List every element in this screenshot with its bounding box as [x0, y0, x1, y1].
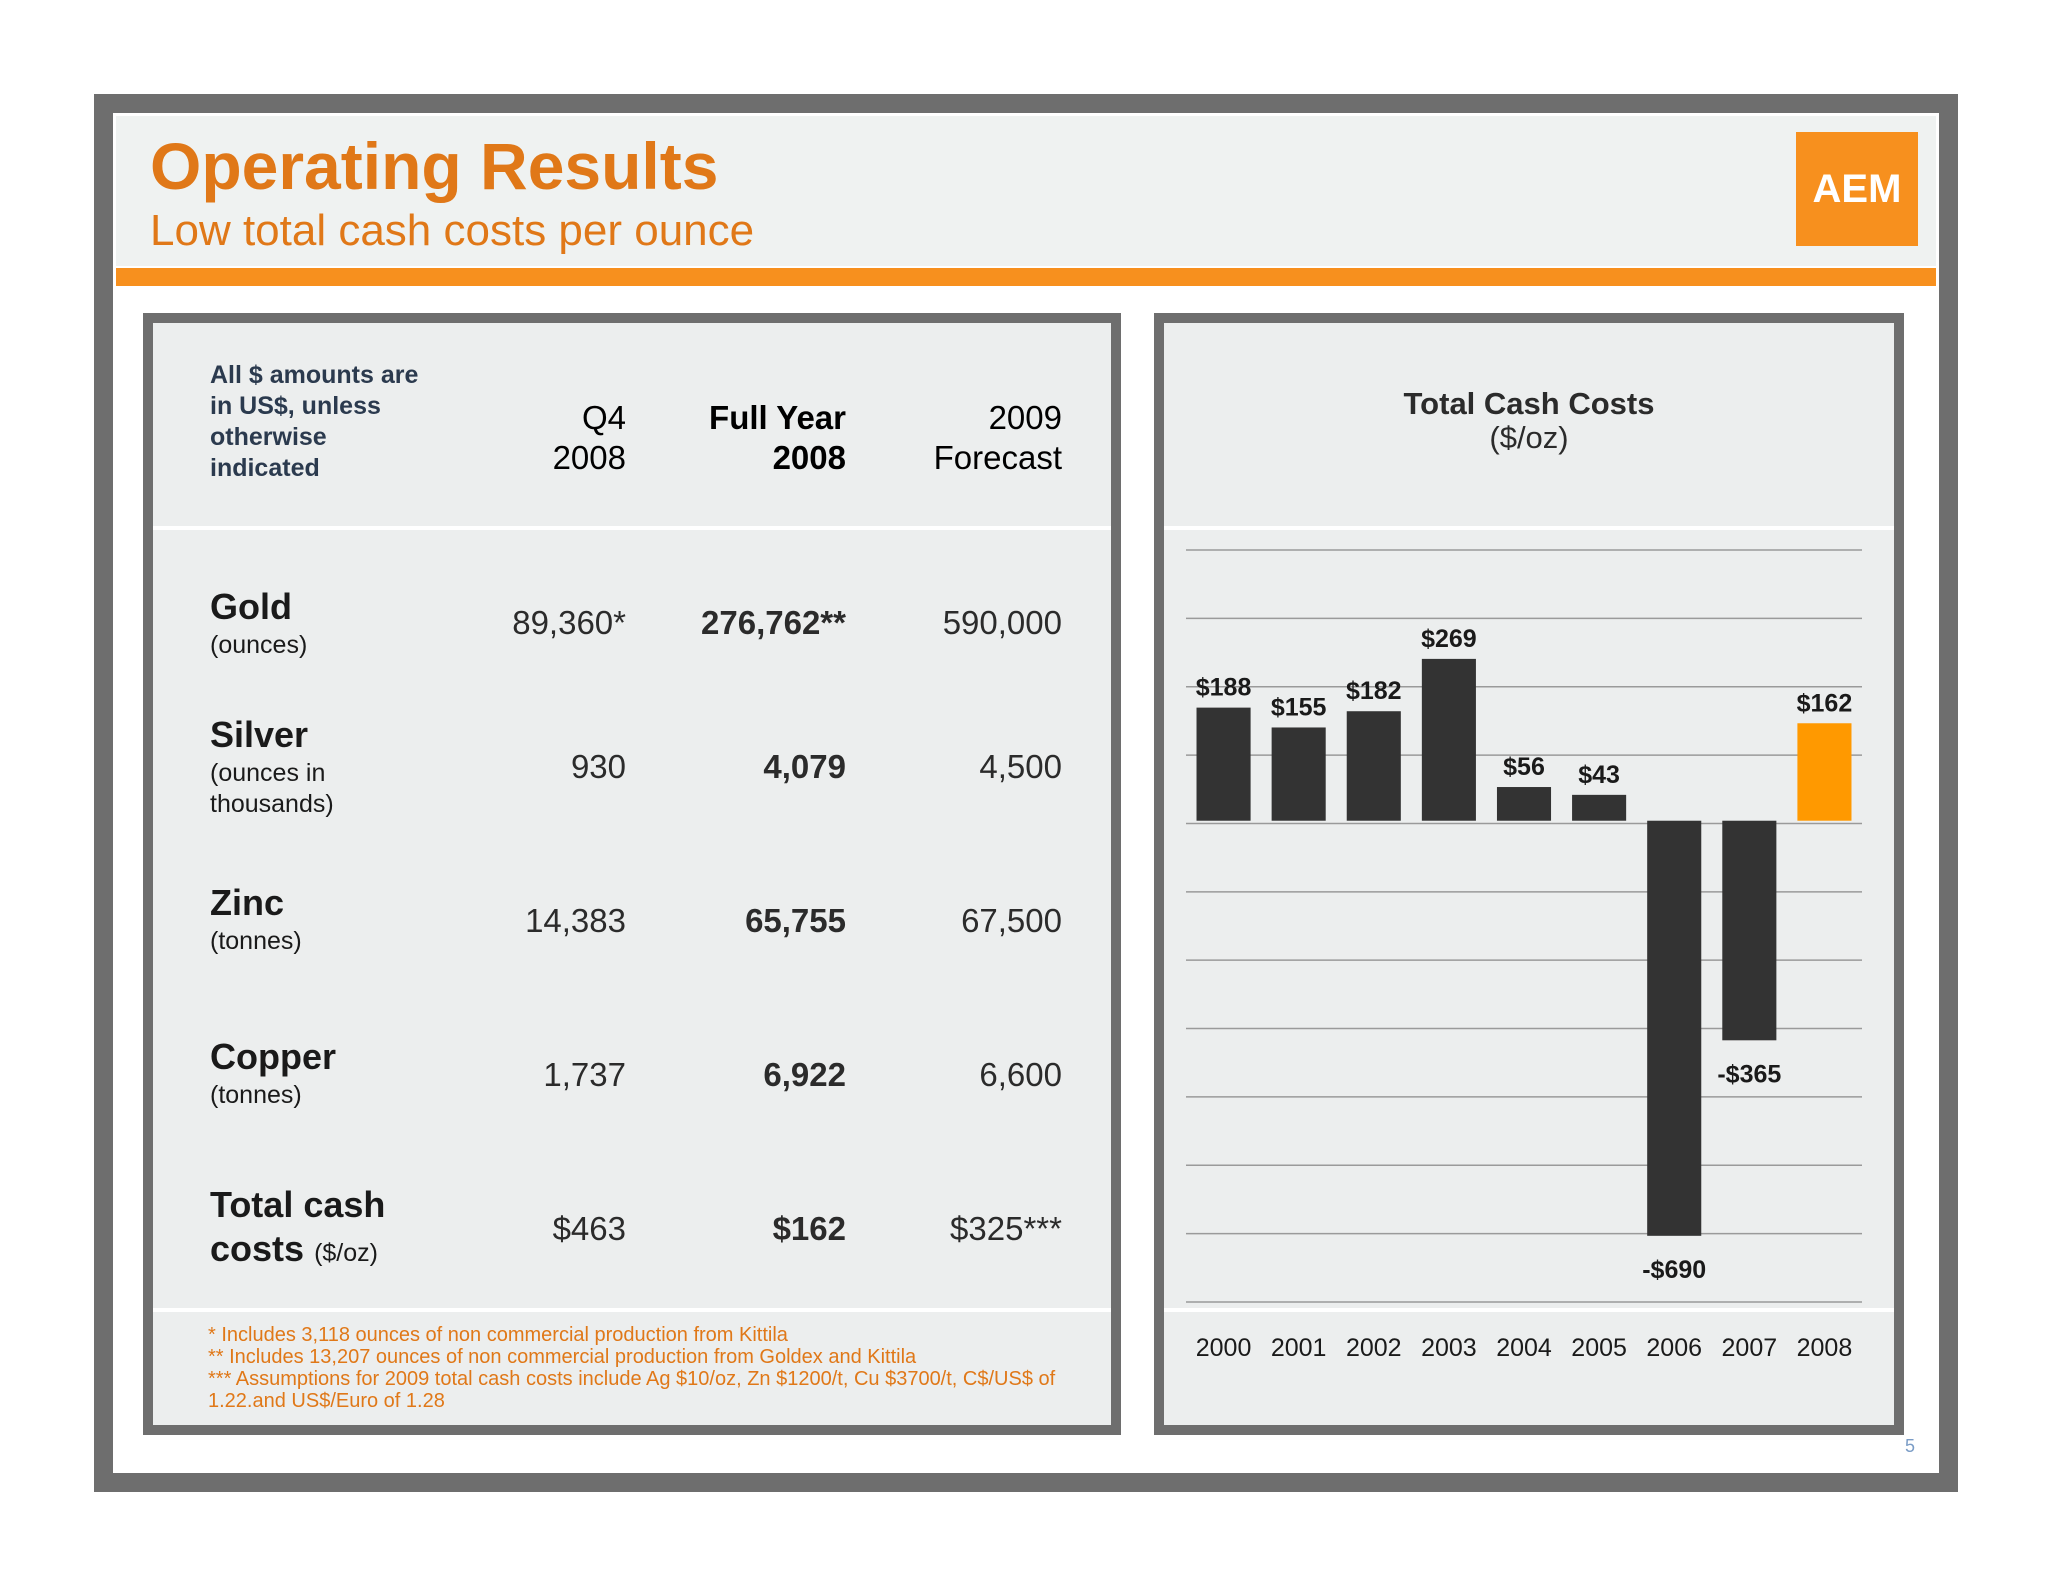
data-label-2003: $269 [1421, 625, 1477, 653]
x-tick-label-2007: 2007 [1722, 1334, 1778, 1362]
data-label-2002: $182 [1346, 677, 1402, 705]
footnote-3: *** Assumptions for 2009 total cash cost… [208, 1368, 1056, 1390]
footnote-2: ** Includes 13,207 ounces of non commerc… [208, 1346, 917, 1368]
column-header-full-year: Full Year 2008 [709, 399, 846, 476]
data-label-2007: -$365 [1717, 1060, 1781, 1088]
bar-2003 [1421, 658, 1476, 821]
x-tick-label-2006: 2006 [1646, 1334, 1702, 1362]
table-footer-divider [153, 1308, 1111, 1312]
company-logo: AEM [1796, 132, 1918, 246]
x-tick-label-2004: 2004 [1496, 1334, 1552, 1362]
bar-2007 [1722, 820, 1777, 1041]
cell-zinc-q4: 14,383 [525, 902, 626, 939]
bar-2001 [1271, 727, 1326, 821]
cell-copper-full-year: 6,922 [763, 1056, 846, 1093]
bar-2000 [1196, 707, 1251, 821]
chart-title: Total Cash Costs [1403, 386, 1655, 421]
bar-2004 [1496, 787, 1552, 821]
row-name-total-cash-line2: costs ($/oz) [210, 1228, 378, 1269]
data-label-2001: $155 [1271, 693, 1327, 721]
column-header-q4: Q4 2008 [552, 399, 626, 476]
chart-axis-divider [1164, 1308, 1894, 1312]
row-name-copper: Copper [210, 1036, 336, 1077]
cell-gold-forecast: 590,000 [942, 604, 1062, 641]
row-name-zinc: Zinc [210, 882, 285, 923]
footnote-1: * Includes 3,118 ounces of non commercia… [208, 1324, 788, 1346]
chart-header-divider [1164, 526, 1894, 530]
x-tick-label-2000: 2000 [1196, 1334, 1252, 1362]
data-label-2006: -$690 [1642, 1256, 1706, 1284]
page-number: 5 [1905, 1436, 1916, 1456]
footnote-4: 1.22.and US$/Euro of 1.28 [208, 1390, 445, 1412]
cell-gold-full-year: 276,762** [701, 604, 846, 641]
row-unit-copper: (tonnes) [210, 1081, 302, 1109]
page-subtitle: Low total cash costs per ounce [150, 206, 755, 255]
column-header-forecast: 2009 Forecast [933, 399, 1062, 476]
cell-silver-full-year: 4,079 [763, 748, 846, 785]
table-header-divider [153, 526, 1111, 530]
bar-2002 [1346, 711, 1401, 821]
bar-2006 [1647, 820, 1702, 1236]
data-label-2008: $162 [1797, 689, 1853, 717]
header-band [116, 116, 1936, 266]
row-name-gold: Gold [210, 586, 292, 627]
data-label-2004: $56 [1503, 753, 1545, 781]
cell-gold-q4: 89,360* [512, 604, 626, 641]
x-tick-label-2005: 2005 [1571, 1334, 1627, 1362]
cell-zinc-forecast: 67,500 [961, 902, 1062, 939]
data-label-2005: $43 [1578, 761, 1620, 789]
cell-silver-q4: 930 [570, 748, 626, 785]
cell-silver-forecast: 4,500 [979, 748, 1062, 785]
bar-2008 [1797, 723, 1852, 821]
currency-note: All $ amounts are in US$, unless otherwi… [210, 361, 419, 482]
x-tick-label-2008: 2008 [1797, 1334, 1853, 1362]
row-unit-zinc: (tonnes) [210, 927, 302, 955]
bar-2005 [1572, 794, 1627, 821]
cell-total-cash-q4: $463 [552, 1210, 626, 1247]
cell-copper-q4: 1,737 [543, 1056, 626, 1093]
x-tick-label-2002: 2002 [1346, 1334, 1402, 1362]
cell-total-cash-full-year: $162 [772, 1210, 846, 1247]
cell-total-cash-forecast: $325*** [950, 1210, 1062, 1247]
cell-copper-forecast: 6,600 [979, 1056, 1062, 1093]
table-panel [153, 323, 1111, 1425]
cell-zinc-full-year: 65,755 [745, 902, 846, 939]
x-tick-label-2001: 2001 [1271, 1334, 1327, 1362]
header-rule [116, 268, 1936, 286]
row-unit-total-cash: ($/oz) [314, 1239, 378, 1267]
data-label-2000: $188 [1196, 674, 1252, 702]
row-unit-gold: (ounces) [210, 631, 308, 659]
row-name-total-cash: Total cash [210, 1184, 386, 1225]
page-title: Operating Results [150, 129, 719, 203]
row-name-silver: Silver [210, 714, 309, 755]
x-tick-label-2003: 2003 [1421, 1334, 1477, 1362]
chart-subtitle: ($/oz) [1489, 420, 1569, 455]
row-unit-silver: (ounces in thousands) [210, 759, 334, 818]
